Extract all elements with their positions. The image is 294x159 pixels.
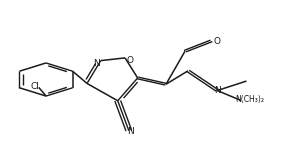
Text: N: N [93,59,100,68]
Text: O: O [214,37,221,46]
Text: N: N [214,86,220,95]
Text: N: N [127,127,134,136]
Text: N(CH₃)₂: N(CH₃)₂ [235,95,264,104]
Text: O: O [127,56,134,65]
Text: Cl: Cl [31,82,39,91]
